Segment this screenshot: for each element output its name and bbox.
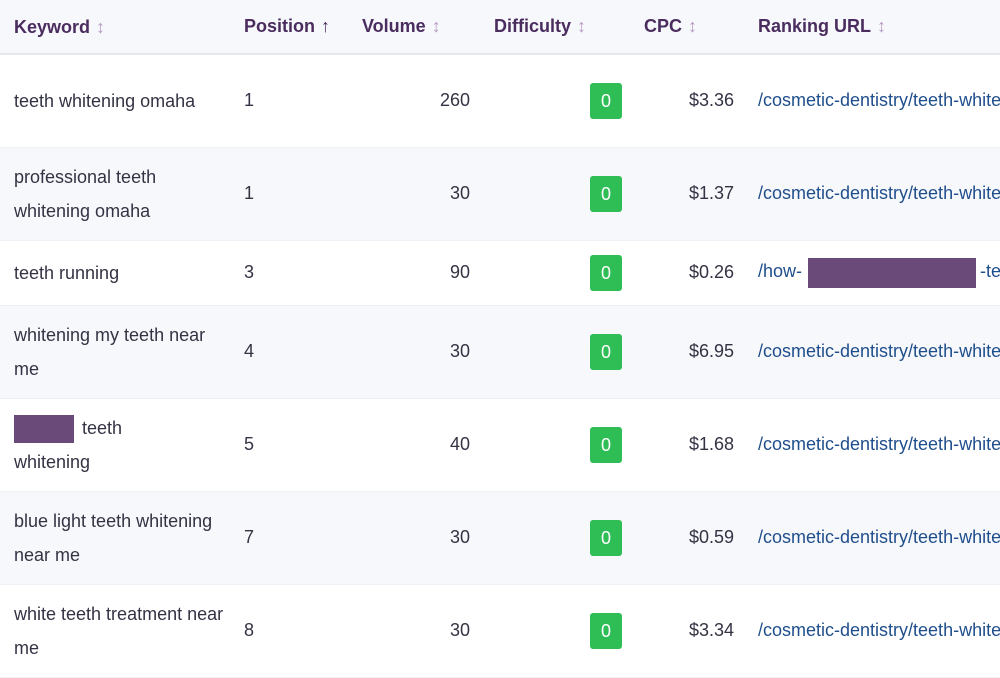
sort-icon[interactable]: ↕	[96, 16, 106, 37]
difficulty-badge: 0	[590, 254, 622, 291]
url-suffix: -teeth/	[980, 261, 1000, 282]
ranking-url-link[interactable]: /cosmetic-dentistry/teeth-whitening/	[758, 527, 1000, 547]
sort-ascending-icon[interactable]: ↑	[321, 16, 330, 36]
position-cell: 4	[230, 305, 350, 399]
cpc-cell: $1.68	[630, 398, 744, 492]
column-header-volume[interactable]: Volume ↕	[350, 0, 480, 55]
difficulty-cell: 0	[480, 54, 630, 148]
ranking-url-cell: /cosmetic-dentistry/teeth-whitening/	[744, 584, 1000, 678]
position-cell: 7	[230, 491, 350, 585]
ranking-url-link[interactable]: /how- -teeth/	[758, 257, 1000, 288]
table-row: white teeth treatment near me 8 30 0 $3.…	[0, 584, 1000, 678]
table-header-row: Keyword ↕ Position ↑ Volume ↕ Difficulty ↕ C…	[0, 0, 1000, 55]
keyword-cell: blue light teeth whitening near me	[0, 491, 230, 585]
difficulty-badge: 0	[590, 426, 622, 463]
column-header-cpc[interactable]: CPC ↕	[630, 0, 744, 55]
header-label: Keyword	[14, 16, 91, 37]
difficulty-badge: 0	[590, 519, 622, 556]
header-label: Ranking URL	[758, 16, 872, 36]
cpc-cell: $3.34	[630, 584, 744, 678]
table-row: teeth whitening omaha 1 260 0 $3.36 /cos…	[0, 54, 1000, 148]
keyword-cell: teeth running	[0, 240, 230, 306]
position-cell: 1	[230, 147, 350, 241]
table-row: whitening my teeth near me 4 30 0 $6.95 …	[0, 305, 1000, 399]
sort-icon[interactable]: ↕	[688, 16, 698, 36]
volume-cell: 260	[350, 54, 480, 148]
table-row: teeth running 3 90 0 $0.26 /how- -teeth/	[0, 240, 1000, 306]
redaction-block	[808, 257, 977, 288]
difficulty-cell: 0	[480, 147, 630, 241]
header-label: Position	[244, 16, 315, 36]
difficulty-cell: 0	[480, 240, 630, 306]
cpc-cell: $1.37	[630, 147, 744, 241]
keyword-cell: teeth whitening omaha	[0, 54, 230, 148]
volume-cell: 30	[350, 584, 480, 678]
table-row: blue light teeth whitening near me 7 30 …	[0, 491, 1000, 585]
position-cell: 3	[230, 240, 350, 306]
header-label: Difficulty	[494, 16, 572, 36]
ranking-url-cell: /cosmetic-dentistry/teeth-whitening/	[744, 147, 1000, 241]
keyword-text-line2: whitening	[14, 451, 91, 472]
ranking-url-link[interactable]: /cosmetic-dentistry/teeth-whitening/	[758, 183, 1000, 203]
ranking-url-link[interactable]: /cosmetic-dentistry/teeth-whitening/	[758, 620, 1000, 640]
difficulty-badge: 0	[590, 333, 622, 370]
column-header-keyword[interactable]: Keyword ↕	[0, 0, 230, 55]
difficulty-cell: 0	[480, 398, 630, 492]
cpc-cell: $6.95	[630, 305, 744, 399]
ranking-url-cell: /cosmetic-dentistry/teeth-whitening/	[744, 54, 1000, 148]
difficulty-cell: 0	[480, 305, 630, 399]
volume-cell: 30	[350, 147, 480, 241]
keyword-cell: teeth whitening	[0, 398, 230, 492]
sort-icon[interactable]: ↕	[577, 16, 587, 36]
sort-icon[interactable]: ↕	[877, 16, 887, 36]
keyword-text: teeth	[82, 417, 123, 438]
difficulty-badge: 0	[590, 82, 622, 119]
column-header-ranking-url[interactable]: Ranking URL ↕	[744, 0, 1000, 55]
cpc-cell: $3.36	[630, 54, 744, 148]
difficulty-badge: 0	[590, 612, 622, 649]
header-label: CPC	[644, 16, 683, 36]
ranking-url-cell: /cosmetic-dentistry/teeth-whitening/	[744, 398, 1000, 492]
table-row: teeth whitening 5 40 0 $1.68 /cosmetic-de…	[0, 398, 1000, 492]
header-label: Volume	[362, 16, 426, 36]
keyword-cell: professional teeth whitening omaha	[0, 147, 230, 241]
volume-cell: 30	[350, 305, 480, 399]
ranking-url-link[interactable]: /cosmetic-dentistry/teeth-whitening/	[758, 90, 1000, 111]
cpc-cell: $0.59	[630, 491, 744, 585]
volume-cell: 40	[350, 398, 480, 492]
position-cell: 1	[230, 54, 350, 148]
difficulty-cell: 0	[480, 491, 630, 585]
volume-cell: 30	[350, 491, 480, 585]
ranking-url-link[interactable]: /cosmetic-dentistry/teeth-whitening/	[758, 341, 1000, 361]
sort-icon[interactable]: ↕	[431, 16, 441, 36]
position-cell: 8	[230, 584, 350, 678]
position-cell: 5	[230, 398, 350, 492]
table-row: professional teeth whitening omaha 1 30 …	[0, 147, 1000, 241]
difficulty-badge: 0	[590, 175, 622, 212]
keyword-cell: whitening my teeth near me	[0, 305, 230, 399]
ranking-url-cell: /how- -teeth/	[744, 240, 1000, 306]
ranking-url-cell: /cosmetic-dentistry/teeth-whitening/	[744, 491, 1000, 585]
keyword-cell: white teeth treatment near me	[0, 584, 230, 678]
ranking-url-cell: /cosmetic-dentistry/teeth-whitening/	[744, 305, 1000, 399]
cpc-cell: $0.26	[630, 240, 744, 306]
column-header-difficulty[interactable]: Difficulty ↕	[480, 0, 630, 55]
volume-cell: 90	[350, 240, 480, 306]
ranking-url-link[interactable]: /cosmetic-dentistry/teeth-whitening/	[758, 434, 1000, 454]
difficulty-cell: 0	[480, 584, 630, 678]
redaction-block	[14, 414, 74, 443]
url-prefix: /how-	[758, 261, 803, 282]
column-header-position[interactable]: Position ↑	[230, 0, 350, 55]
